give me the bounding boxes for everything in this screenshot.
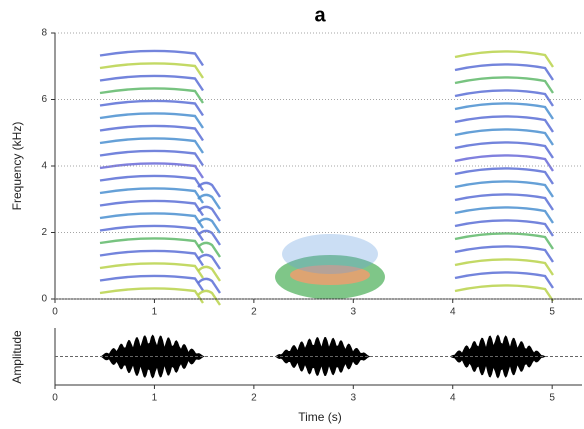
spectrogram-trace xyxy=(197,277,221,294)
x-tick-label: 1 xyxy=(152,307,158,318)
spectrogram-trace xyxy=(454,284,554,302)
y-tick-label: 2 xyxy=(41,227,47,238)
spectrogram-trace xyxy=(454,193,554,211)
spectrogram-trace xyxy=(454,271,554,289)
chart-title: a xyxy=(314,4,326,26)
spectrogram-trace xyxy=(197,265,221,282)
spectrogram-trace xyxy=(99,237,204,254)
spectrogram-trace xyxy=(99,212,204,229)
spectrogram-trace xyxy=(99,124,204,142)
y-tick-label: 4 xyxy=(41,161,47,172)
x-tick-label: 5 xyxy=(549,307,555,318)
spectrogram-trace xyxy=(454,115,554,133)
spectrogram-trace xyxy=(99,112,204,129)
spectrogram-trace xyxy=(197,229,221,246)
spectrogram-trace xyxy=(454,219,554,237)
spectrogram-trace xyxy=(99,187,204,204)
spectrogram-trace xyxy=(454,63,554,81)
spectrogram-trace xyxy=(454,167,554,185)
spectrogram-trace xyxy=(454,258,554,276)
spectrogram-trace xyxy=(99,149,204,167)
spectrogram-trace xyxy=(454,102,554,120)
spectrogram-trace xyxy=(197,193,221,210)
x-tick-label: 0 xyxy=(52,393,58,404)
x-tick-label: 0 xyxy=(52,307,58,318)
spectrogram-trace xyxy=(99,74,204,92)
spectrogram-trace xyxy=(454,128,554,146)
spectrogram-trace xyxy=(290,265,370,285)
x-axis-label: Time (s) xyxy=(298,410,342,424)
decoration xyxy=(99,49,555,379)
spectrogram-trace xyxy=(99,99,204,117)
spectrogram-trace xyxy=(197,181,221,198)
spectrogram-trace xyxy=(99,249,204,267)
x-tick-label: 2 xyxy=(251,307,257,318)
spectrogram-trace xyxy=(454,245,554,263)
spectrogram-trace xyxy=(197,217,221,234)
spectrogram-trace xyxy=(454,206,554,224)
spectrogram-trace xyxy=(454,154,554,172)
spectrogram-trace xyxy=(454,89,554,107)
x-tick-label: 5 xyxy=(549,393,555,404)
spectrogram-trace xyxy=(99,49,204,67)
spectrogram-trace xyxy=(197,289,221,306)
spectrogram-trace xyxy=(454,180,554,198)
y-tick-label: 0 xyxy=(41,294,47,305)
spectrogram-trace xyxy=(454,76,554,94)
spectrogram-trace xyxy=(99,199,204,217)
spectrogram-trace xyxy=(99,262,204,279)
spectrogram-trace xyxy=(99,224,204,242)
spectrogram-trace xyxy=(197,205,221,222)
spectrogram-trace xyxy=(99,62,204,79)
spectrogram-trace xyxy=(197,241,221,258)
x-tick-label: 2 xyxy=(251,393,257,404)
y-axis-label: Amplitude xyxy=(10,330,24,384)
x-tick-label: 4 xyxy=(450,307,456,318)
spectrogram-trace xyxy=(99,287,204,304)
x-tick-label: 4 xyxy=(450,393,456,404)
y-tick-label: 6 xyxy=(41,94,47,105)
x-tick-label: 3 xyxy=(351,393,357,404)
y-tick-label: 8 xyxy=(41,28,47,39)
x-tick-label: 3 xyxy=(351,307,357,318)
spectrogram-trace xyxy=(282,234,378,274)
spectrogram-trace xyxy=(99,174,204,192)
spectrogram-trace xyxy=(99,87,204,104)
spectrogram-trace xyxy=(454,232,554,250)
spectrogram-trace xyxy=(454,50,554,68)
y-axis-label: Frequency (kHz) xyxy=(10,122,24,211)
spectrogram-trace xyxy=(197,253,221,270)
spectrogram-trace xyxy=(454,141,554,159)
spectrogram-trace xyxy=(99,137,204,154)
x-tick-label: 1 xyxy=(152,393,158,404)
spectrogram-trace xyxy=(99,274,204,292)
